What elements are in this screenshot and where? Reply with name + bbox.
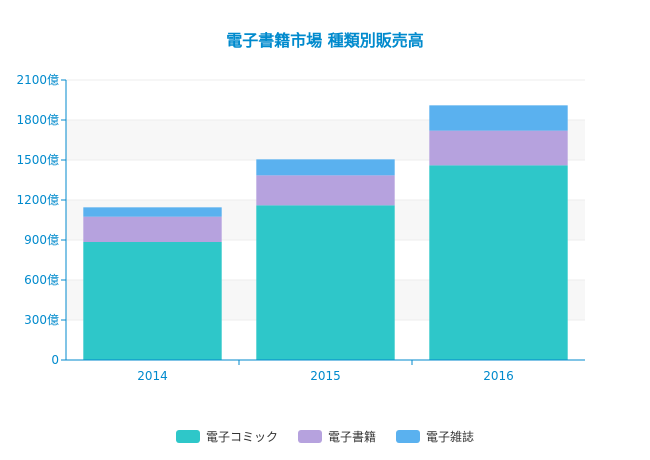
bar-segment[interactable] [256, 205, 395, 360]
legend-swatch [396, 430, 420, 443]
axes [61, 79, 585, 365]
legend-item[interactable]: 電子雑誌 [396, 428, 474, 445]
y-tick-label: 2100億 [16, 73, 59, 87]
legend-swatch [175, 430, 200, 443]
tick-labels: 0 300億 600億 900億 1200億 1500億 1800億 2100億 2014 201… [16, 73, 513, 383]
bars [83, 105, 568, 360]
legend: 電子コミック 電子書籍 電子雑誌 [0, 428, 650, 445]
y-tick-label: 1800億 [16, 113, 59, 127]
y-tick-label: 300億 [24, 313, 59, 327]
bar-segment[interactable] [256, 175, 395, 206]
legend-swatch [297, 430, 322, 443]
bar-segment[interactable] [429, 105, 568, 131]
bar-segment[interactable] [429, 130, 568, 166]
chart-title: 電子書籍市場 種類別販売高 [226, 31, 424, 50]
y-tick-label: 900億 [24, 233, 59, 247]
bar-segment[interactable] [83, 242, 222, 360]
legend-label: 電子コミック [205, 430, 278, 444]
x-tick-label: 2015 [310, 369, 341, 383]
y-tick-label: 600億 [24, 273, 59, 287]
bar-segment[interactable] [429, 165, 568, 360]
bar-segment[interactable] [83, 207, 222, 217]
legend-item[interactable]: 電子書籍 [297, 428, 376, 445]
y-tick-label: 1500億 [16, 153, 59, 167]
bar-chart: 電子書籍市場 種類別販売高 0 300億 600億 900億 1200億 1500億 180… [16, 31, 585, 383]
y-tick-label: 0 [51, 353, 59, 367]
bar-segment[interactable] [256, 159, 395, 176]
x-tick-label: 2014 [137, 369, 168, 383]
legend-label: 電子雑誌 [426, 430, 475, 444]
legend-item[interactable]: 電子コミック [175, 428, 278, 445]
x-tick-label: 2016 [483, 369, 514, 383]
bar-segment[interactable] [83, 216, 222, 242]
legend-label: 電子書籍 [327, 430, 376, 444]
y-tick-label: 1200億 [16, 193, 59, 207]
